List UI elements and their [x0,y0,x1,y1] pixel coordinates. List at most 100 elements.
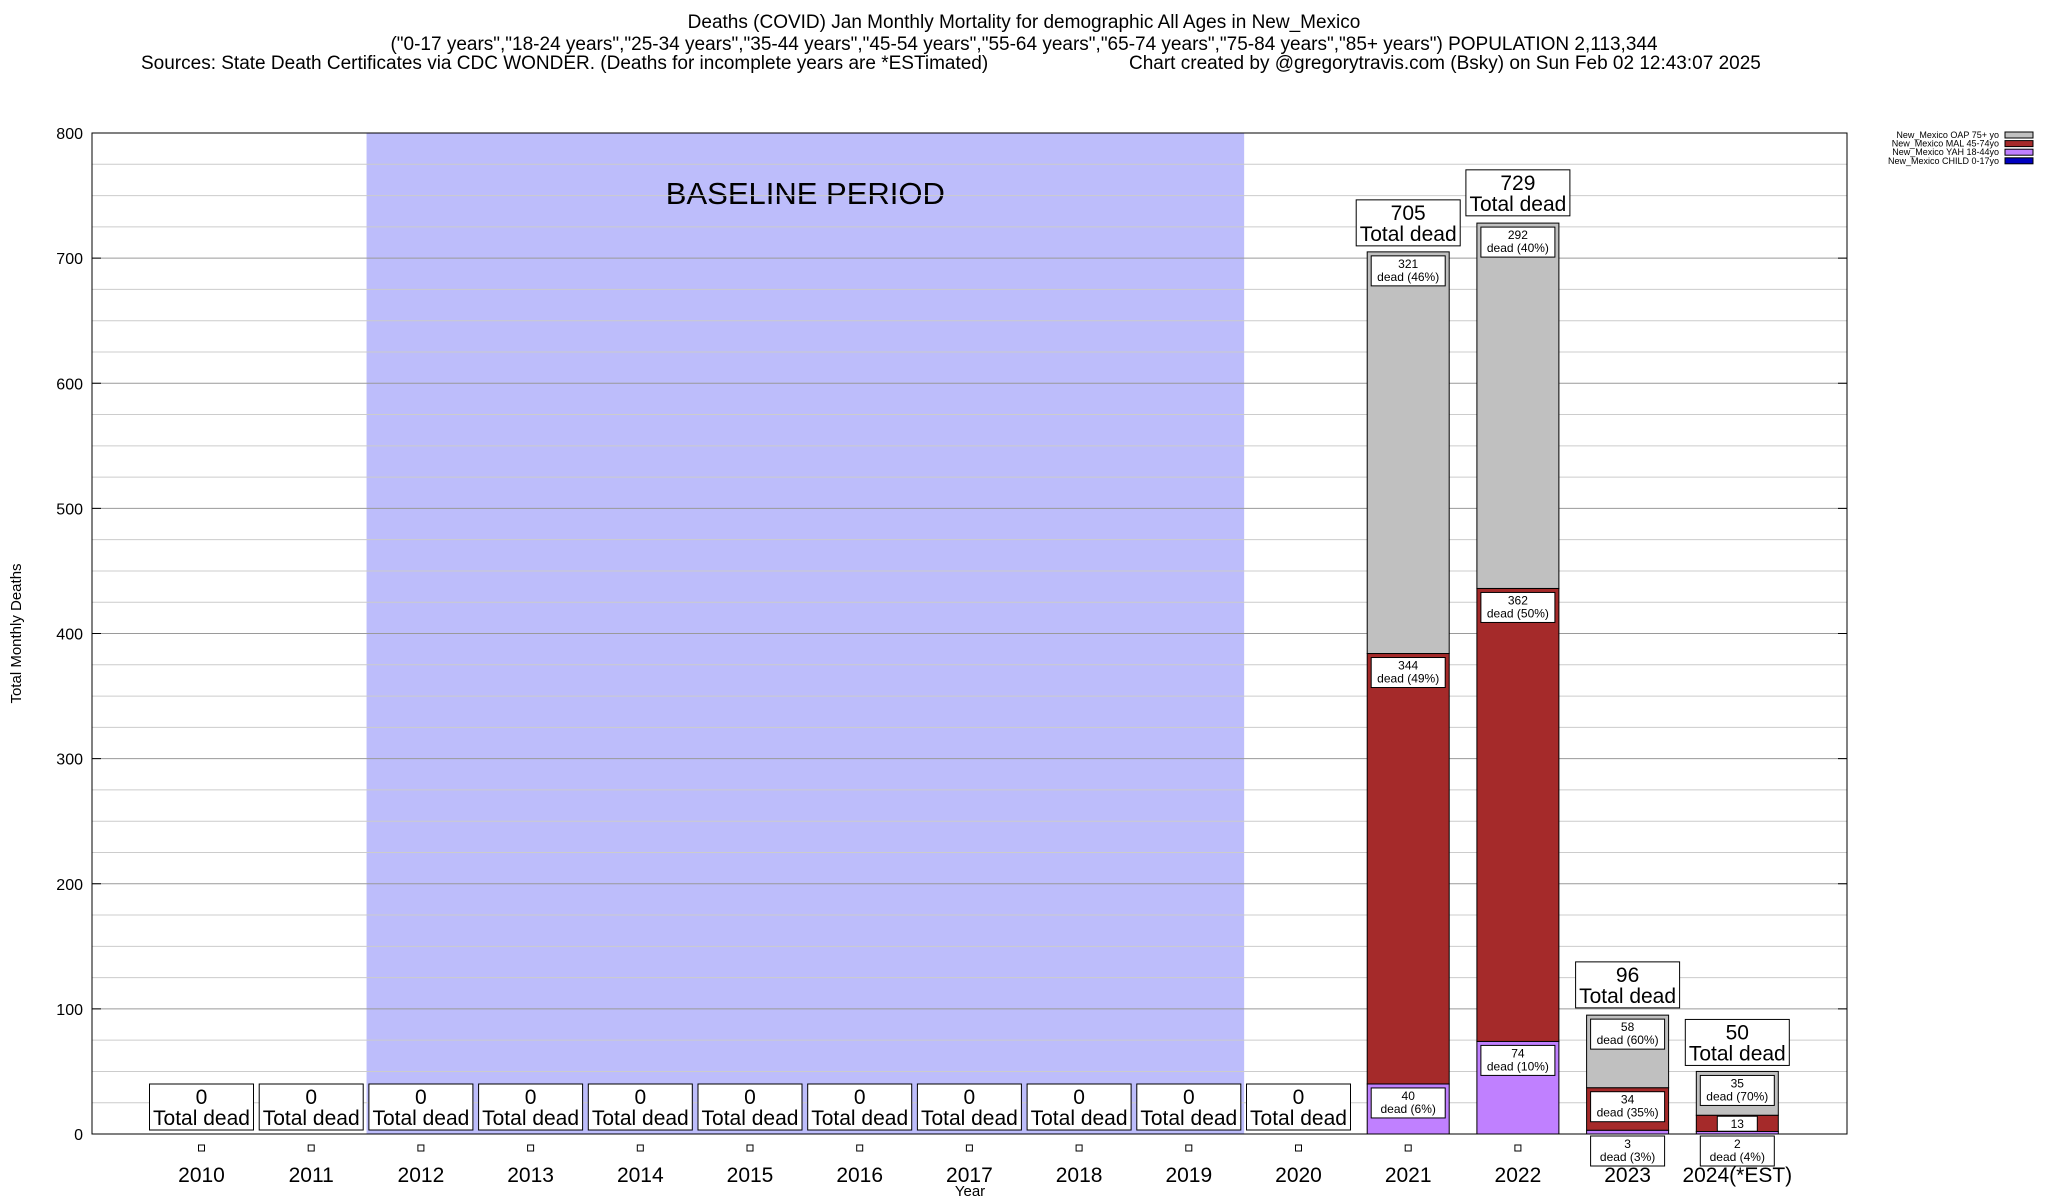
segment-label-mal-2022: dead (50%) [1487,606,1549,620]
baseline-label: BASELINE PERIOD [666,176,945,211]
total-box-2017 [916,1083,1022,1131]
segment-label-box [1370,1087,1446,1119]
x-marker [1514,1144,1522,1152]
total-value-2019: 0 [1183,1086,1195,1109]
bar-mal-2021 [1366,653,1450,1085]
x-tick-label-13: 2023 [1604,1164,1651,1187]
x-tick-label-4: 2014 [617,1164,664,1187]
segment-label-oap-2024(*EST): 35 [1731,1076,1745,1090]
x-tick-label-3: 2013 [507,1164,554,1187]
segment-label-box [1370,255,1446,287]
bar-mal-2022 [1476,587,1560,1042]
segment-label-yah-2022: dead (10%) [1487,1059,1549,1073]
segment-label-box [1699,1074,1775,1106]
segment-label-oap-2023: 58 [1621,1020,1635,1034]
segment-label-box [1370,657,1446,689]
segment-label-mal-2022: 362 [1508,593,1528,607]
total-box-2013 [478,1083,584,1131]
x-tick-label-6: 2016 [836,1164,883,1187]
total-value-2021: 705 [1391,202,1426,225]
x-tick-label-14: 2024(*EST) [1682,1164,1792,1187]
x-tick-label-1: 2011 [289,1164,334,1187]
segment-label-box [1480,226,1556,258]
segment-label-mal-2021: dead (49%) [1377,672,1439,686]
total-value-2016: 0 [854,1086,866,1109]
x-marker [1404,1144,1412,1152]
total-value-2024(*EST): 50 [1726,1021,1749,1044]
total-value-2015: 0 [744,1086,756,1109]
x-marker [417,1144,425,1152]
total-box-2015 [697,1083,803,1131]
total-label-2016: Total dead [811,1107,908,1130]
x-tick-label-9: 2019 [1165,1164,1212,1187]
total-value-2018: 0 [1073,1086,1085,1109]
total-label-2018: Total dead [1031,1107,1128,1130]
total-value-2020: 0 [1293,1086,1305,1109]
segment-label-yah-2021: 40 [1402,1089,1416,1103]
legend-swatch-oap [2004,131,2034,139]
segment-label-yah-2023: dead (3%) [1600,1150,1655,1164]
total-box-2016 [807,1083,913,1131]
total-label-2013: Total dead [482,1107,579,1130]
x-marker [198,1144,205,1152]
x-marker [1185,1144,1193,1152]
segment-label-oap-2024(*EST): dead (70%) [1706,1089,1768,1103]
y-tick-label: 300 [56,752,83,769]
x-marker [856,1144,864,1152]
x-marker [1075,1144,1083,1152]
segment-label-oap-2022: 292 [1508,228,1528,242]
total-label-2011: Total dead [263,1107,360,1130]
legend-swatch-mal [2004,140,2034,148]
x-axis-label: Year [955,1183,985,1200]
segment-label-oap-2022: dead (40%) [1487,241,1549,255]
legend-swatch-child [2004,157,2034,165]
segment-label-mal-2023: 34 [1621,1093,1635,1107]
y-tick-label: 0 [74,1127,83,1144]
segment-label-mal-2021: 344 [1398,659,1418,673]
bar-oap-2022 [1476,222,1560,589]
y-tick-label: 100 [56,1002,83,1019]
total-label-2010: Total dead [153,1107,250,1130]
total-label-2019: Total dead [1140,1107,1237,1130]
segment-label-box [1590,1018,1666,1050]
total-label-2017: Total dead [921,1107,1018,1130]
y-tick-label: 200 [56,877,83,894]
segment-label-mal-2023: dead (35%) [1597,1106,1659,1120]
total-value-2014: 0 [634,1086,646,1109]
total-label-2024(*EST): Total dead [1689,1042,1786,1065]
bar-oap-2021 [1366,251,1450,655]
total-box-2024(*EST) [1684,1018,1790,1066]
segment-label-oap-2021: 321 [1398,257,1418,271]
segment-label-oap-2021: dead (46%) [1377,270,1439,284]
total-value-2023: 96 [1616,964,1639,987]
total-value-2017: 0 [964,1086,976,1109]
total-value-2011: 0 [305,1086,317,1109]
y-axis-label: Total Monthly Deaths [8,563,25,703]
x-marker [746,1144,754,1152]
segment-label-mal-2024(*EST): 13 [1731,1117,1745,1131]
segment-label-box [1590,1091,1666,1123]
total-label-2021: Total dead [1360,223,1457,246]
x-tick-label-0: 2010 [178,1164,225,1187]
legend-label-yah: New_Mexico YAH 18-44yo [1892,147,1999,157]
segment-label-yah-2022: 74 [1511,1046,1525,1060]
total-box-2018 [1026,1083,1132,1131]
chart-credit: Chart created by @gregorytravis.com (Bsk… [1129,53,1761,74]
legend-label-mal: New_Mexico MAL 45-74yo [1892,139,1999,149]
total-box-2011 [258,1083,364,1131]
segment-label-oap-2023: dead (60%) [1597,1033,1659,1047]
segment-label-box [1590,1135,1666,1167]
segment-label-box [1699,1135,1775,1167]
y-tick-label: 800 [56,126,83,143]
total-label-2015: Total dead [702,1107,799,1130]
total-box-2012 [368,1083,474,1131]
y-tick-label: 400 [56,627,83,644]
total-box-2010 [149,1083,254,1131]
x-tick-label-5: 2015 [727,1164,774,1187]
total-value-2022: 729 [1500,172,1535,195]
segment-label-box [1480,1044,1556,1076]
total-label-2012: Total dead [372,1107,469,1130]
total-label-2022: Total dead [1469,193,1566,216]
chart-title: Deaths (COVID) Jan Monthly Mortality for… [687,12,1361,33]
x-tick-label-11: 2021 [1385,1164,1432,1187]
